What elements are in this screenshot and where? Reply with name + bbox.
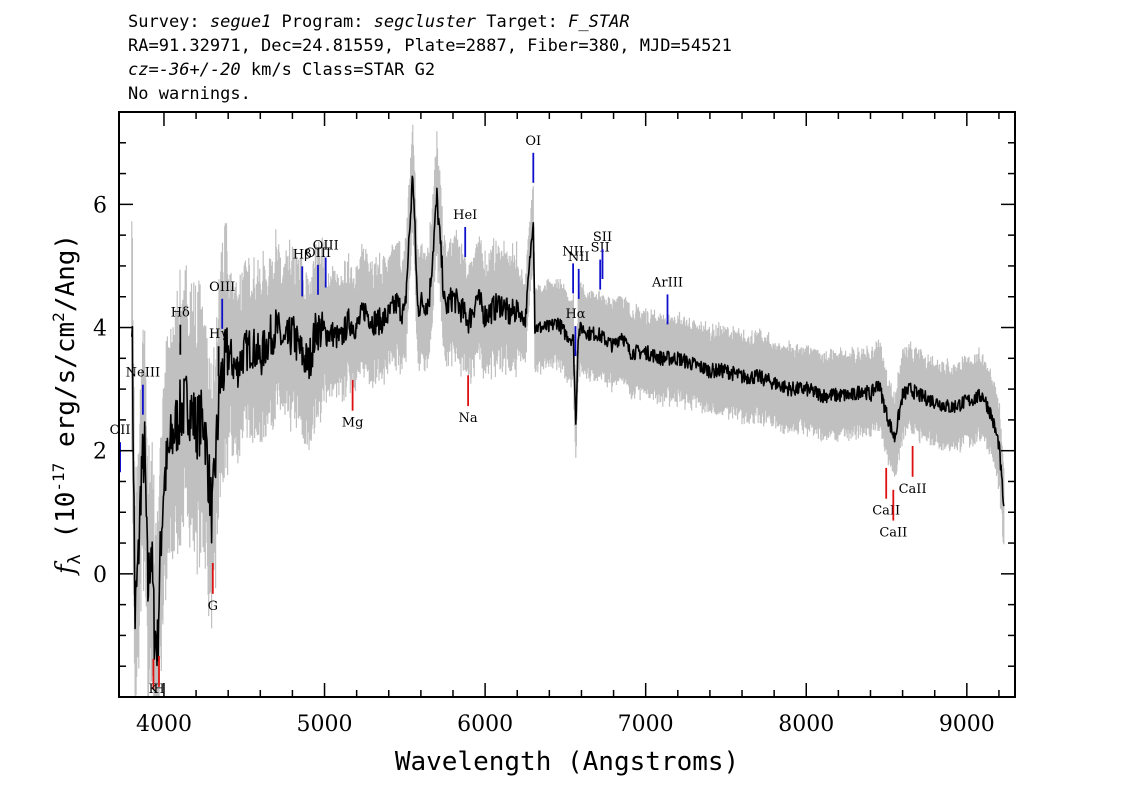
y-tick-label: 6 [93, 193, 107, 218]
spectrum-header: Survey: segue1 Program: segcluster Targe… [128, 10, 732, 106]
x-axis-title: Wavelength (Angstroms) [395, 747, 739, 777]
spectral-line-label: Hδ [171, 306, 190, 321]
cz-equals: = [148, 60, 159, 80]
cz-value: -36+/-20 [158, 60, 241, 80]
x-tick-label: 8000 [778, 712, 834, 737]
spectral-line-label: OIII [313, 239, 339, 254]
spectral-line-label: NeIII [126, 366, 160, 381]
spectral-line-label: OI [525, 134, 541, 149]
axis-ticks-layer: 4000 5000 6000 7000 8000 9000 0 2 4 6 [93, 112, 1015, 737]
spectral-line-label: CaII [879, 526, 907, 541]
error-band [131, 124, 1005, 696]
error-band-layer [131, 124, 1005, 696]
header-line-survey: Survey: segue1 Program: segcluster Targe… [128, 10, 732, 34]
header-line-warnings: No warnings. [128, 84, 251, 104]
x-tick-label: 6000 [457, 712, 513, 737]
spectral-line-label: K [149, 682, 159, 697]
x-tick-label: 5000 [297, 712, 353, 737]
target-value: F_STAR [568, 12, 630, 32]
header-line-coordinates: RA=91.32971, Dec=24.81559, Plate=2887, F… [128, 36, 732, 56]
plot-frame [118, 111, 1016, 698]
header-line-redshift: cz=-36+/-20 km/s Class=STAR G2 [128, 58, 732, 82]
program-label: Program: [271, 12, 374, 32]
program-value: segcluster [373, 12, 477, 32]
spectral-line-label: SII [593, 230, 612, 245]
spectral-line-label: Hα [565, 307, 585, 322]
spectral-line-label: OIII [209, 280, 235, 295]
spectral-line-label: HeI [453, 208, 477, 223]
spectral-line-label: Hβ [293, 247, 312, 262]
spectral-line-label: Na [459, 411, 478, 426]
spectral-line-label: ArIII [651, 275, 683, 290]
y-tick-label: 0 [93, 563, 107, 588]
flux-line-layer [131, 175, 1005, 667]
x-tick-label: 9000 [939, 712, 995, 737]
spectral-line-label: SII [591, 241, 610, 256]
y-tick-label: 2 [93, 440, 107, 465]
spectral-line-label: Mg [342, 416, 364, 431]
spectral-line-label: OII [110, 423, 131, 438]
spectral-line-label: NII [562, 244, 584, 259]
spectral-line-label: NII [568, 250, 590, 265]
survey-value: segue1 [209, 12, 272, 32]
spectral-line-label: Hγ [209, 327, 228, 342]
spectral-line-label: G [208, 599, 218, 614]
flux-series-line [131, 175, 1005, 667]
x-tick-label: 7000 [618, 712, 674, 737]
y-tick-label: 4 [93, 317, 107, 342]
spectral-line-label: OIII [305, 246, 331, 261]
spectral-lines-layer: OIINeIIIHδHγOIIIHβOIIIOIIIHeIOINIIHαNIIS… [110, 134, 927, 697]
target-label: Target: [476, 12, 569, 32]
x-tick-label: 4000 [136, 712, 192, 737]
survey-label: Survey: [128, 12, 210, 32]
class-text: km/s Class=STAR G2 [240, 60, 436, 80]
spectral-line-label: H [153, 682, 164, 697]
spectral-line-label: CaII [899, 482, 927, 497]
cz-symbol: cz [128, 60, 149, 80]
spectral-line-label: CaII [872, 504, 900, 519]
y-axis-title: fλ (10-17 erg/s/cm2/Ang) [49, 234, 85, 576]
